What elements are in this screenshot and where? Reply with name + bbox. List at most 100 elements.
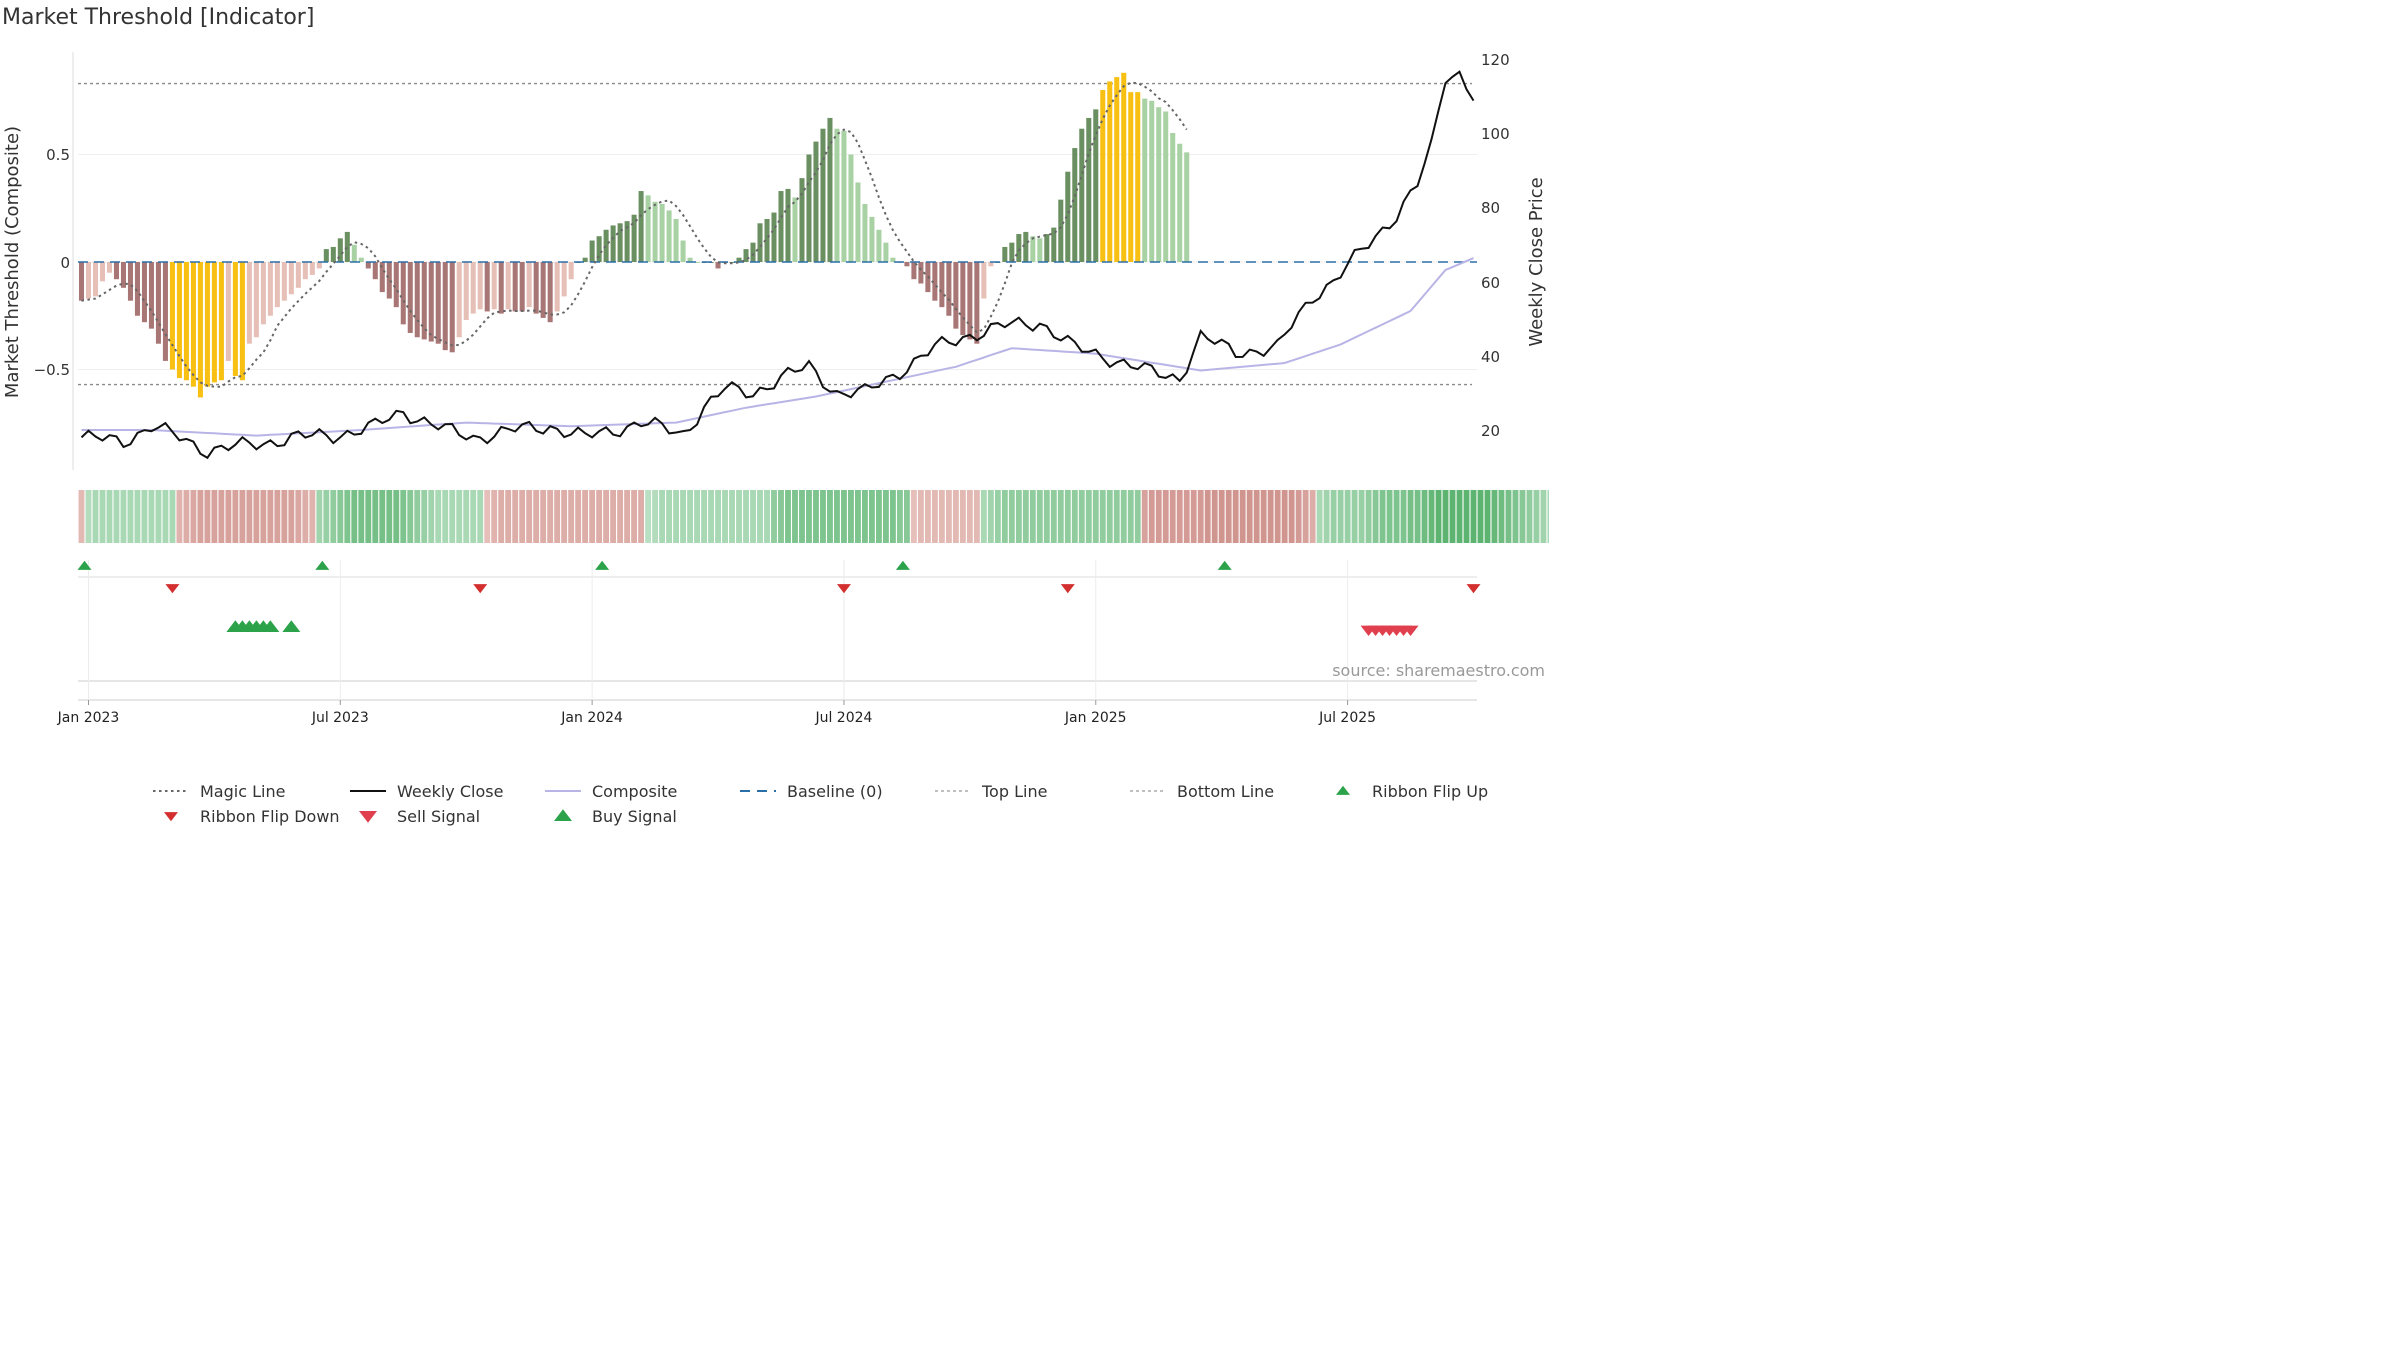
ribbon-cell xyxy=(1393,490,1400,543)
ribbon-cell xyxy=(1169,490,1176,543)
ribbon-cell xyxy=(281,490,288,543)
ribbon-cell xyxy=(568,490,575,543)
ribbon-cell xyxy=(1099,490,1106,543)
composite-bar xyxy=(113,262,119,280)
ribbon-cell xyxy=(106,490,113,543)
ribbon-cell xyxy=(1127,490,1134,543)
composite-bar xyxy=(211,262,217,383)
ribbon-cell xyxy=(141,490,148,543)
ribbon-cell xyxy=(561,490,568,543)
composite-bar xyxy=(204,262,210,387)
ribbon-cell xyxy=(1057,490,1064,543)
composite-bar xyxy=(379,262,385,293)
ribbon-cell xyxy=(148,490,155,543)
composite-bar xyxy=(358,257,364,262)
ribbon-cell xyxy=(938,490,945,543)
ribbon-cell xyxy=(631,490,638,543)
ribbon-cell xyxy=(1078,490,1085,543)
ribbon-cell xyxy=(708,490,714,543)
composite-bar xyxy=(477,262,483,310)
ribbon-cell xyxy=(743,490,749,543)
ribbon-cell xyxy=(1141,490,1148,543)
composite-bar xyxy=(694,262,700,263)
composite-bar xyxy=(337,238,343,262)
legend-item: Top Line xyxy=(935,782,1047,801)
ribbon-cell xyxy=(379,490,386,543)
composite-bar xyxy=(260,262,266,325)
composite-bar xyxy=(862,203,868,262)
ribbon-cell xyxy=(1211,490,1218,543)
composite-bar xyxy=(1177,143,1183,262)
ribbon-flip-up-marker xyxy=(895,560,910,570)
ribbon-cell xyxy=(722,490,728,543)
ribbon-cell xyxy=(372,490,379,543)
right-tick-100: 100 xyxy=(1481,125,1510,143)
legend-label: Ribbon Flip Up xyxy=(1372,782,1488,801)
composite-bar xyxy=(1184,152,1190,262)
vertical-gridlines xyxy=(87,560,1349,700)
ribbon-cell xyxy=(1505,490,1512,543)
composite-bar xyxy=(1002,246,1008,262)
ribbon-cell xyxy=(92,490,99,543)
ribbon-cell xyxy=(1379,490,1386,543)
ribbon-cell xyxy=(1085,490,1092,543)
ribbon-cell xyxy=(1246,490,1253,543)
composite-bar xyxy=(687,257,693,262)
composite-bar xyxy=(393,262,399,308)
left-tick-0: 0 xyxy=(60,254,70,272)
ribbon-cell xyxy=(1344,490,1351,543)
composite-bar xyxy=(1086,117,1092,262)
ribbon-cell xyxy=(931,490,938,543)
composite-bar xyxy=(547,262,553,323)
ribbon-cell xyxy=(1442,490,1449,543)
right-tick-60: 60 xyxy=(1481,274,1500,292)
trend-ribbon xyxy=(78,490,1549,543)
composite-line xyxy=(81,257,1474,437)
x-tick-label: Jan 2024 xyxy=(560,710,623,726)
legend-item: Ribbon Flip Down xyxy=(164,807,340,826)
composite-bar xyxy=(1051,227,1057,262)
ribbon-flip-down-marker xyxy=(1060,584,1075,594)
legend-item: Weekly Close xyxy=(350,782,503,801)
ribbon-cell xyxy=(980,490,987,543)
composite-bar xyxy=(1023,231,1029,262)
ribbon-cell xyxy=(1281,490,1288,543)
ribbon-cell xyxy=(1022,490,1029,543)
ribbon-cell xyxy=(365,490,372,543)
composite-bar xyxy=(806,154,812,262)
x-tick-label: Jan 2025 xyxy=(1064,710,1127,726)
ribbon-cell xyxy=(484,490,491,543)
ribbon-cell xyxy=(924,490,931,543)
ribbon-cell xyxy=(1113,490,1120,543)
ribbon-cell xyxy=(889,490,896,543)
ribbon-cell xyxy=(519,490,526,543)
ribbon-cell xyxy=(183,490,190,543)
sell-signal-marker xyxy=(1402,625,1419,636)
composite-bar xyxy=(92,262,99,297)
composite-bar xyxy=(463,262,469,321)
composite-bar xyxy=(1079,128,1085,262)
composite-bar xyxy=(848,154,854,262)
composite-bar xyxy=(1142,98,1148,262)
ribbon-cell xyxy=(715,490,721,543)
ribbon-cell xyxy=(540,490,547,543)
ribbon-cell xyxy=(589,490,596,543)
composite-bar xyxy=(953,262,959,329)
ribbon-cell xyxy=(1407,490,1414,543)
ribbon-cell xyxy=(841,490,847,543)
ribbon-cell xyxy=(1071,490,1078,543)
ribbon-cell xyxy=(428,490,435,543)
ribbon-cell xyxy=(1162,490,1169,543)
right-tick-120: 120 xyxy=(1481,51,1510,69)
composite-bar xyxy=(134,262,140,316)
composite-bars xyxy=(78,72,1190,398)
composite-bar xyxy=(855,182,861,262)
composite-bar xyxy=(78,262,85,301)
composite-bar xyxy=(295,262,301,288)
composite-bar xyxy=(778,191,784,262)
composite-bar xyxy=(372,262,378,280)
ribbon-cell xyxy=(1148,490,1155,543)
ribbon-cell xyxy=(435,490,442,543)
composite-bar xyxy=(267,262,273,316)
composite-bar xyxy=(330,246,336,262)
